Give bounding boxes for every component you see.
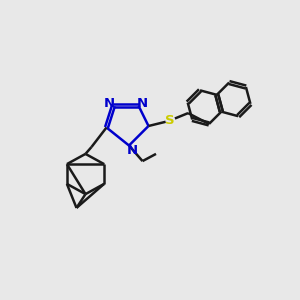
Text: N: N xyxy=(104,97,116,110)
Text: N: N xyxy=(136,97,148,110)
Text: S: S xyxy=(165,114,175,127)
Text: N: N xyxy=(126,143,138,157)
